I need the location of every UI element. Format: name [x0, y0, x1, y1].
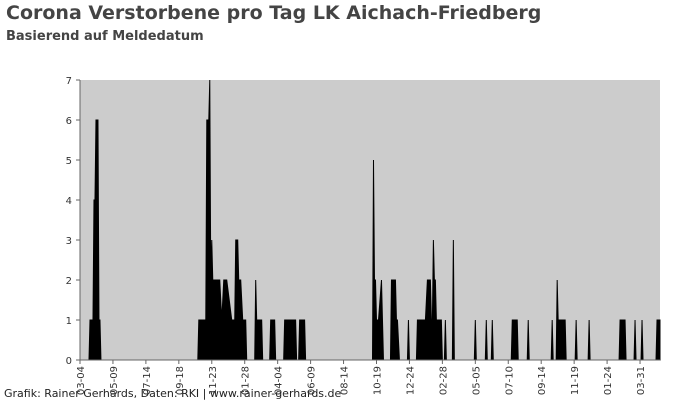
- x-tick-label: 12-24: [405, 366, 416, 395]
- plot-background: [80, 80, 660, 360]
- chart-subtitle: Basierend auf Meldedatum: [6, 29, 204, 44]
- y-tick-label: 6: [66, 116, 72, 127]
- x-tick-label: 07-10: [504, 366, 515, 395]
- x-tick-label: 06-09: [307, 366, 318, 395]
- x-tick-label: 02-28: [438, 366, 449, 395]
- x-tick-label: 04-04: [274, 366, 285, 395]
- x-tick-label: 10-19: [372, 366, 383, 395]
- x-tick-label: 03-04: [76, 366, 87, 395]
- x-tick-label: 09-18: [175, 366, 186, 395]
- x-tick-label: 08-14: [340, 366, 351, 395]
- footer: Grafik: Rainer Gerhards, Daten: RKI | ww…: [4, 387, 342, 400]
- y-tick-label: 3: [66, 236, 72, 247]
- y-tick-label: 5: [66, 156, 72, 167]
- y-tick-label: 4: [66, 196, 72, 207]
- x-tick-label: 01-28: [241, 366, 252, 395]
- x-tick-label: 05-09: [109, 366, 120, 395]
- chart-title: Corona Verstorbene pro Tag LK Aichach-Fr…: [6, 2, 541, 24]
- y-tick-label: 2: [66, 276, 72, 287]
- y-tick-label: 0: [66, 356, 72, 367]
- y-tick-label: 1: [66, 316, 72, 327]
- x-tick-label: 05-05: [471, 366, 482, 395]
- y-tick-label: 7: [66, 76, 72, 87]
- x-tick-label: 11-19: [570, 366, 581, 395]
- x-tick-label: 11-23: [208, 366, 219, 395]
- x-tick-label: 09-14: [537, 366, 548, 395]
- x-tick-label: 01-24: [603, 366, 614, 395]
- x-tick-label: 03-31: [636, 366, 647, 395]
- x-tick-label: 07-14: [142, 366, 153, 395]
